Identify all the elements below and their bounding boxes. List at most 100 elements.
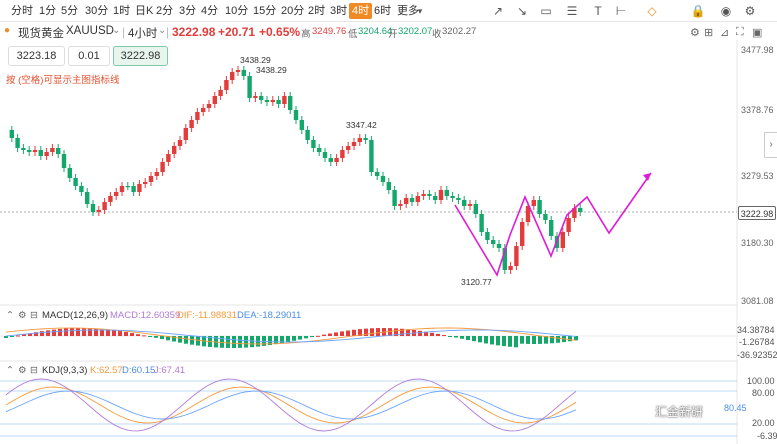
candle-body: [467, 204, 473, 206]
timeframe-tab[interactable]: 5分: [61, 5, 79, 17]
close-icon[interactable]: ⊟: [30, 365, 38, 376]
eye-icon[interactable]: ◉: [720, 4, 732, 18]
macd-bar: [490, 336, 494, 345]
sell-price-button[interactable]: 3223.18: [8, 46, 65, 66]
macd-bar: [460, 336, 464, 339]
candle-body: [311, 140, 316, 148]
kdj-title: KDJ(9,3,3): [42, 365, 88, 376]
kdj-tick: -6.39: [757, 431, 777, 441]
candle-body: [90, 204, 96, 212]
macd-bar: [88, 328, 92, 336]
timeframe-tab[interactable]: 10分: [225, 5, 249, 17]
candle-body: [322, 152, 328, 158]
macd-bar: [298, 336, 302, 340]
collapse-icon[interactable]: ⌃: [6, 365, 14, 376]
timeframe-toolbar: 分时 1分 5分 30分 1时 日K 2分 3分 4分 10分 15分 20分 2时 3时 4时 6时 更多 ↗ ↘…: [0, 0, 777, 22]
timeframe-tab[interactable]: 更多: [397, 5, 419, 17]
candle-body: [264, 100, 270, 102]
macd-bar: [430, 332, 434, 336]
candle-body: [485, 232, 490, 240]
indicator-icon[interactable]: ⊞: [704, 27, 714, 39]
rectangle-icon[interactable]: ▭: [540, 4, 552, 18]
macd-bar: [544, 336, 548, 344]
candle-body: [282, 96, 287, 104]
period-dropdown-icon[interactable]: ⌄: [158, 25, 167, 36]
candle-body: [386, 182, 391, 190]
timeframe-tab[interactable]: 日K: [135, 5, 154, 17]
macd-bar: [574, 336, 578, 341]
macd-title: MACD(12,26,9): [42, 310, 108, 321]
macd-header: ⌃ ⚙ ⊟ MACD(12,26,9) MACD:12.60359 DIF:-1…: [4, 309, 324, 323]
macd-bar: [28, 333, 32, 336]
candle-body: [427, 194, 432, 196]
macd-bar: [16, 335, 20, 337]
macd-bar: [538, 336, 542, 344]
open-value: 3202.07: [398, 26, 433, 37]
ray-icon[interactable]: ↘: [516, 4, 528, 18]
kdj-tick: 100.00: [747, 376, 775, 386]
price-tick: 3180.30: [741, 238, 774, 248]
candle-body: [21, 148, 26, 150]
fullscreen-icon[interactable]: ⛶: [736, 26, 744, 38]
timeframe-tab[interactable]: 1分: [39, 5, 57, 17]
timeframe-tab[interactable]: 分时: [11, 5, 33, 17]
chart-settings-icon[interactable]: ⚙: [690, 27, 700, 39]
timeframe-tab[interactable]: 6时: [374, 5, 392, 17]
timeframe-tab[interactable]: 4分: [201, 5, 219, 17]
symbol-code[interactable]: XAUUSD: [66, 25, 114, 37]
collapse-icon[interactable]: ⌃: [6, 310, 14, 321]
macd-bar: [250, 336, 254, 348]
timeframe-tab[interactable]: 15分: [253, 5, 277, 17]
lot-size-input[interactable]: 0.01: [68, 46, 110, 66]
macd-bar: [226, 336, 230, 348]
candle-body: [270, 100, 275, 102]
lock-icon[interactable]: 🔒: [690, 4, 706, 18]
timeframe-tab[interactable]: 2时: [308, 5, 326, 17]
timeframe-tab[interactable]: 1时: [113, 5, 131, 17]
candle-body: [253, 96, 258, 98]
macd-bar: [328, 333, 332, 336]
macd-bar: [160, 336, 164, 340]
scale-icon[interactable]: ⊿: [720, 27, 730, 39]
measure-icon[interactable]: ⊢: [615, 4, 627, 18]
timeframe-tab[interactable]: 3分: [179, 5, 197, 17]
timeframe-tab[interactable]: 2分: [156, 5, 174, 17]
timeframe-tab[interactable]: 3时: [330, 5, 348, 17]
settings-icon[interactable]: ⚙: [18, 310, 27, 321]
candle-body: [537, 200, 542, 214]
buy-price-button[interactable]: 3222.98: [113, 46, 168, 66]
candle-body: [433, 196, 438, 200]
settings-icon[interactable]: ⚙: [18, 365, 27, 376]
symbol-name[interactable]: 现货黄金: [18, 28, 64, 40]
candle-body: [380, 176, 386, 182]
close-icon[interactable]: ⊟: [30, 310, 38, 321]
macd-bar: [220, 336, 224, 348]
macd-bar: [478, 336, 482, 343]
timeframe-tab[interactable]: 30分: [85, 5, 109, 17]
candle-body: [520, 222, 525, 246]
candle-body: [578, 208, 583, 212]
macd-bar: [568, 336, 572, 342]
candle-body: [154, 172, 159, 176]
screenshot-icon[interactable]: ▣: [752, 27, 763, 39]
macd-bar: [238, 336, 242, 348]
timeframe-tab[interactable]: 20分: [281, 5, 305, 17]
macd-bar: [148, 336, 152, 337]
fib-icon[interactable]: ☰: [566, 4, 578, 18]
expand-panel-icon[interactable]: ›: [764, 132, 777, 158]
macd-bar: [124, 332, 128, 336]
text-icon[interactable]: T: [594, 4, 602, 18]
macd-bar: [334, 332, 338, 336]
symbol-dropdown-icon[interactable]: ⌄: [112, 25, 121, 36]
price-tick: 3477.98: [741, 45, 774, 55]
settings-icon[interactable]: ⚙: [744, 4, 756, 18]
more-dropdown-icon[interactable]: ▾: [417, 6, 423, 16]
eraser-icon[interactable]: ◇: [647, 4, 657, 18]
candle-body: [56, 148, 61, 154]
timeframe-tab[interactable]: 4时: [349, 3, 373, 19]
candle-body: [398, 204, 403, 206]
draw-line-icon[interactable]: ↗: [492, 4, 504, 18]
period-label[interactable]: 4小时: [128, 28, 158, 40]
k-value: K:62.57: [90, 365, 123, 376]
